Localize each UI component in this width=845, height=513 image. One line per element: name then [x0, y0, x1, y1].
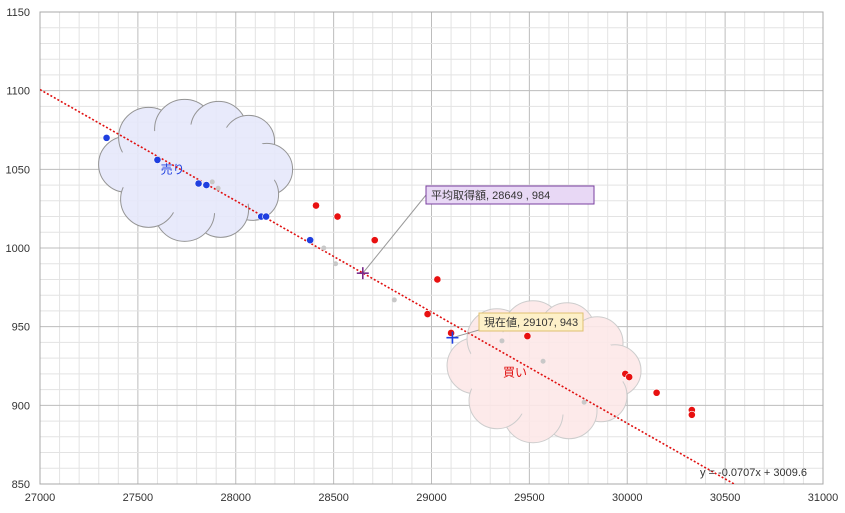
data-point	[687, 410, 696, 419]
x-tick-label: 27000	[25, 492, 56, 504]
data-point	[370, 236, 379, 245]
y-tick-label: 950	[12, 322, 30, 334]
data-point	[625, 373, 634, 381]
data-point	[153, 155, 162, 164]
callout-cloud	[98, 98, 294, 242]
trendline	[40, 88, 735, 484]
data-point	[523, 332, 532, 341]
data-point	[102, 133, 111, 142]
data-point	[652, 388, 661, 397]
marker-cross	[356, 267, 369, 280]
data-point	[202, 181, 211, 189]
data-point	[312, 201, 320, 210]
x-tick-label: 28000	[220, 492, 251, 504]
cloud-label: 買い	[503, 366, 527, 380]
leader-line	[362, 194, 427, 274]
gridlines	[39, 11, 824, 485]
marker-label-box	[478, 312, 584, 332]
x-tick-label: 31000	[808, 492, 839, 504]
data-point	[194, 179, 203, 188]
marker-label-box	[425, 185, 595, 205]
marker-cross	[446, 331, 459, 344]
data-point	[321, 245, 327, 251]
data-point	[581, 399, 587, 405]
x-tick-label: 30000	[612, 492, 643, 504]
cloud-label: 売り	[161, 161, 185, 176]
data-point	[333, 212, 342, 221]
data-point	[391, 297, 397, 303]
leader-line	[452, 329, 480, 339]
y-tick-label: 1100	[6, 86, 30, 98]
plot-border	[39, 11, 824, 485]
trendline-equation: y = -0.0707x + 3009.6	[700, 467, 807, 479]
y-tick-label: 1150	[6, 7, 30, 19]
cloud-body	[116, 124, 277, 215]
x-tick-label: 27500	[123, 492, 154, 504]
data-point	[262, 212, 270, 221]
x-tick-label: 30500	[710, 492, 741, 504]
data-point	[540, 358, 546, 364]
marker-label: 平均取得額, 28649 , 984	[431, 189, 550, 202]
data-point	[499, 338, 505, 344]
x-tick-label: 29000	[416, 492, 447, 504]
data-point	[215, 185, 221, 191]
data-point	[209, 179, 215, 185]
data-point	[433, 275, 442, 284]
data-point	[333, 261, 339, 267]
marker-label: 現在値, 29107, 943	[484, 316, 578, 329]
y-tick-label: 1050	[6, 164, 30, 176]
data-point	[423, 310, 432, 318]
data-point	[447, 329, 455, 337]
data-point	[306, 236, 315, 245]
y-tick-label: 850	[12, 479, 30, 491]
x-tick-label: 28500	[318, 492, 349, 504]
cloud-body	[465, 325, 626, 416]
x-tick-label: 29500	[514, 492, 545, 504]
y-tick-label: 1000	[6, 243, 30, 255]
y-tick-label: 900	[12, 400, 30, 412]
